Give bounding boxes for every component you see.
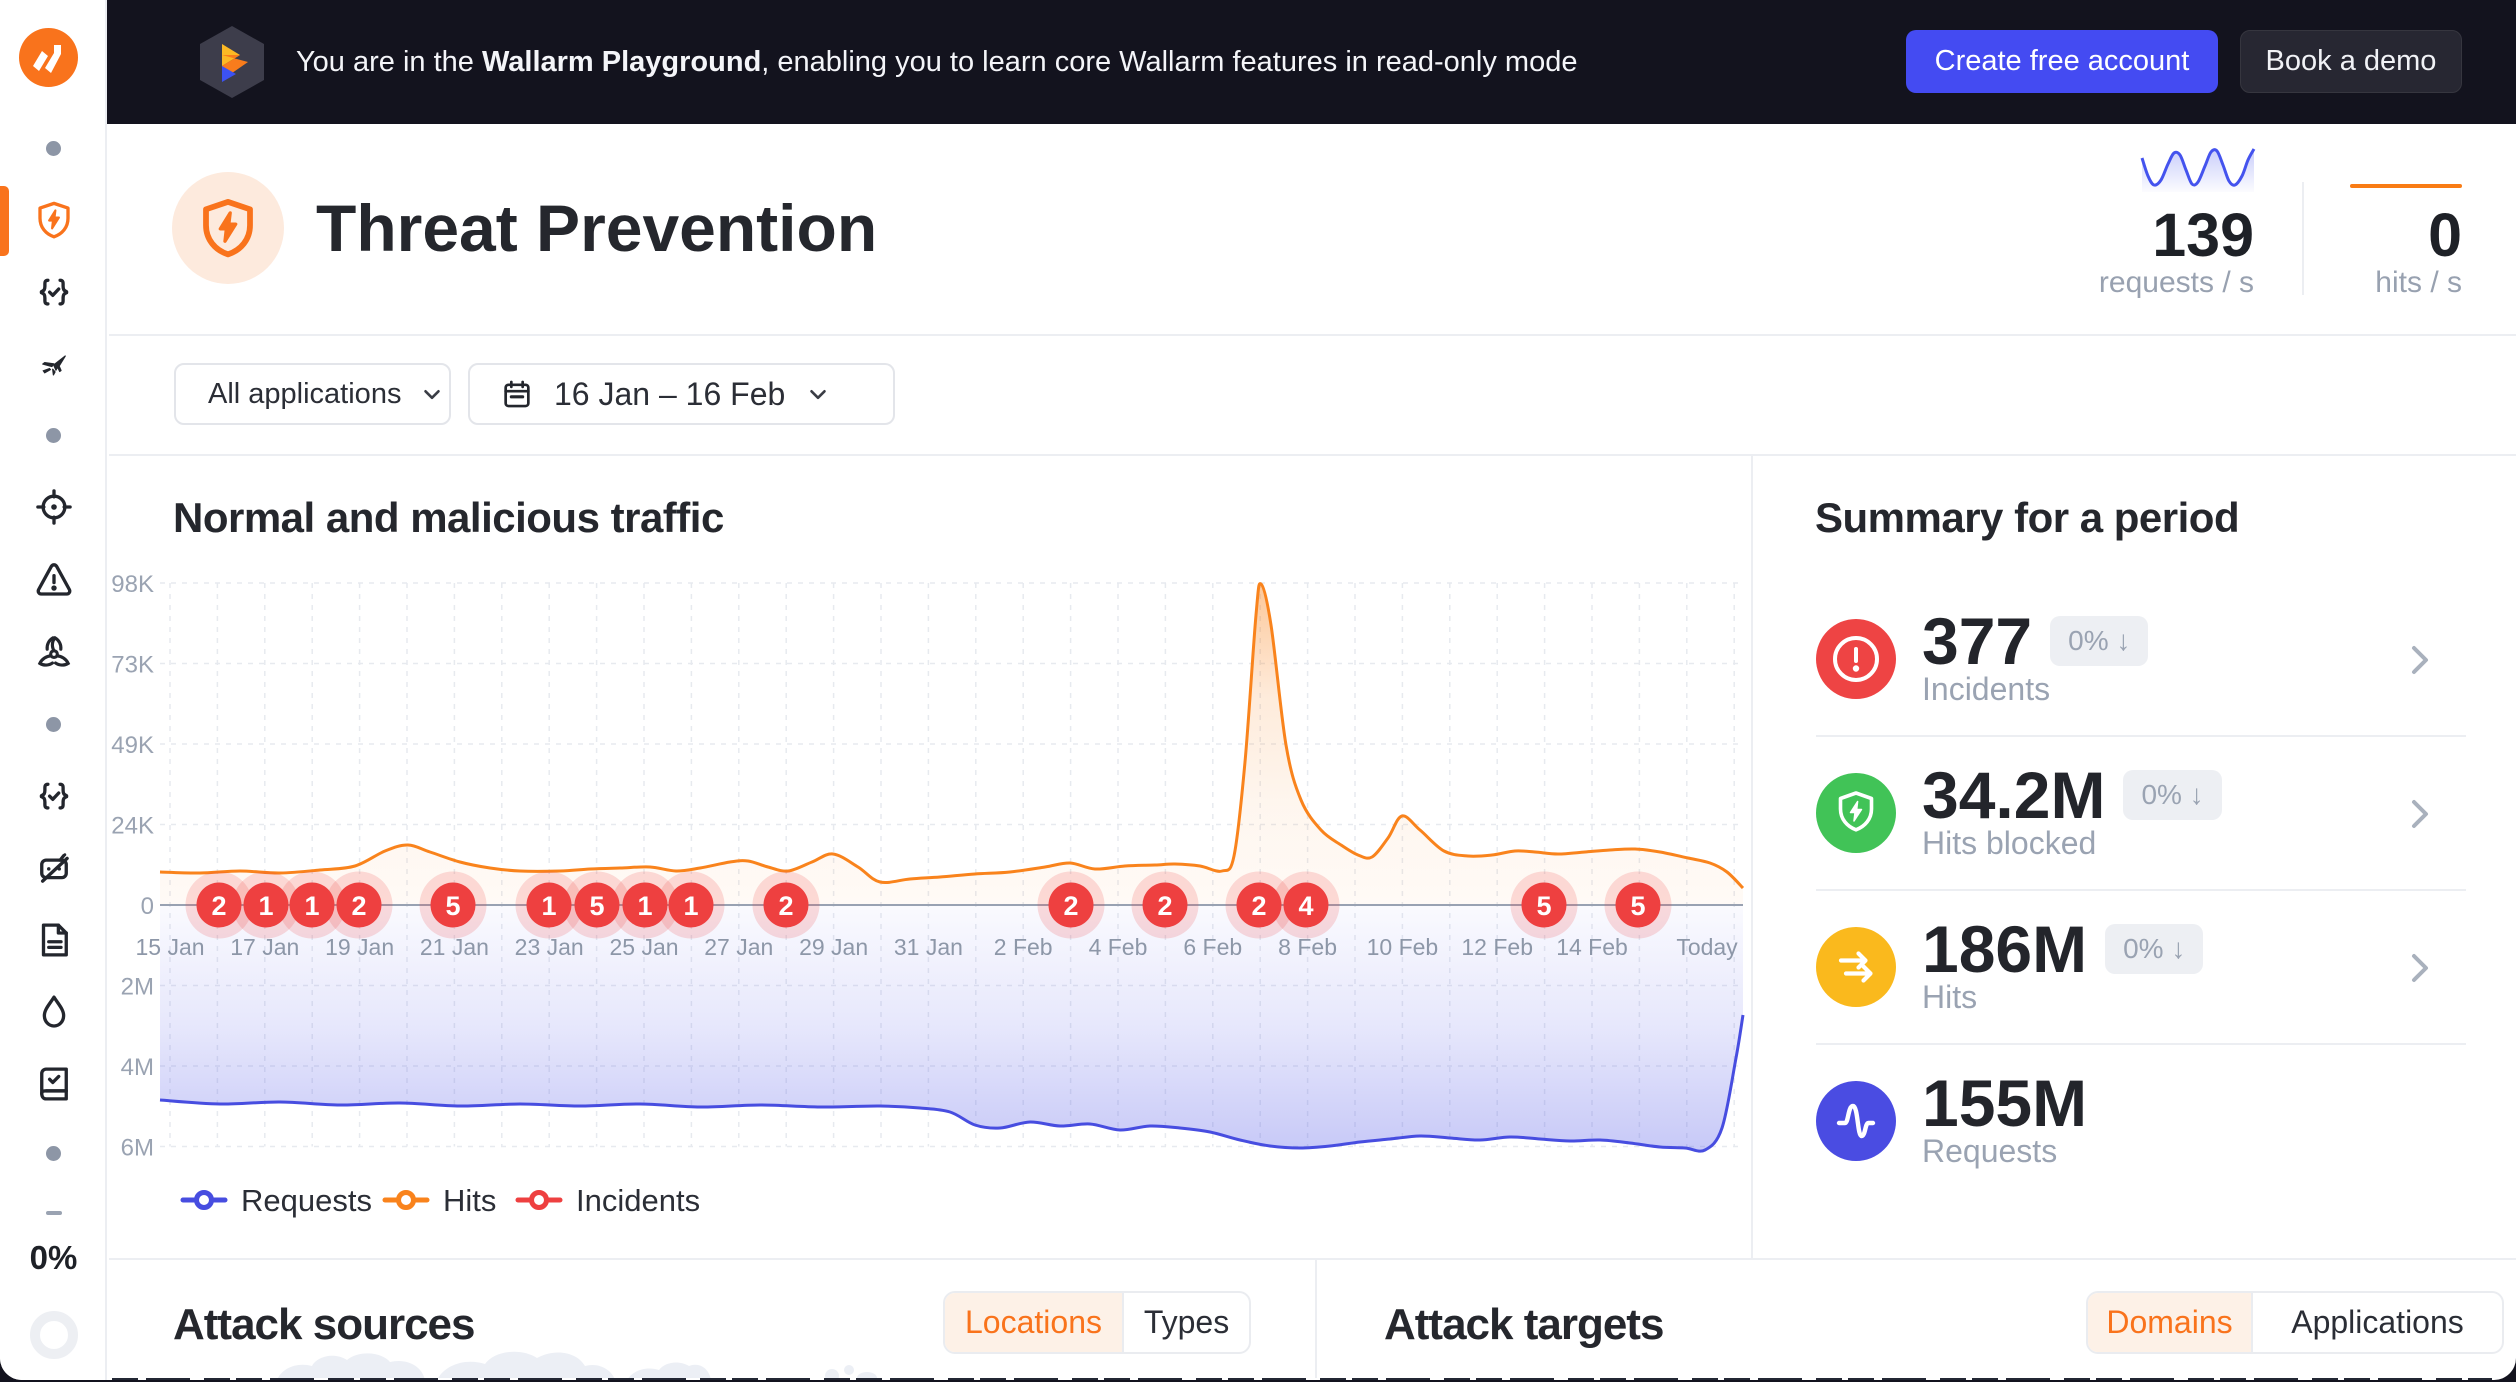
- svg-text:1: 1: [304, 891, 319, 921]
- svg-text:6 Feb: 6 Feb: [1183, 934, 1242, 960]
- svg-text:2M: 2M: [121, 974, 154, 1001]
- svg-text:8 Feb: 8 Feb: [1278, 934, 1337, 960]
- svg-text:1: 1: [683, 891, 698, 921]
- svg-text:15 Jan: 15 Jan: [135, 934, 204, 960]
- svg-text:5: 5: [589, 891, 604, 921]
- svg-text:23 Jan: 23 Jan: [515, 934, 584, 960]
- svg-text:27 Jan: 27 Jan: [704, 934, 773, 960]
- svg-text:6M: 6M: [121, 1135, 154, 1162]
- svg-text:Requests: Requests: [241, 1183, 372, 1218]
- svg-text:4: 4: [1298, 891, 1313, 921]
- svg-text:0: 0: [141, 893, 154, 920]
- svg-text:2: 2: [211, 891, 226, 921]
- svg-text:Hits: Hits: [443, 1183, 496, 1218]
- svg-text:31 Jan: 31 Jan: [894, 934, 963, 960]
- svg-text:29 Jan: 29 Jan: [799, 934, 868, 960]
- svg-text:17 Jan: 17 Jan: [230, 934, 299, 960]
- svg-text:2: 2: [1251, 891, 1266, 921]
- svg-text:25 Jan: 25 Jan: [609, 934, 678, 960]
- svg-text:Today: Today: [1676, 934, 1738, 960]
- svg-text:10 Feb: 10 Feb: [1367, 934, 1439, 960]
- svg-text:2: 2: [778, 891, 793, 921]
- svg-text:2: 2: [351, 891, 366, 921]
- svg-text:14 Feb: 14 Feb: [1556, 934, 1628, 960]
- svg-text:19 Jan: 19 Jan: [325, 934, 394, 960]
- svg-text:2: 2: [1157, 891, 1172, 921]
- svg-text:5: 5: [1630, 891, 1645, 921]
- svg-text:73K: 73K: [111, 652, 154, 679]
- svg-text:21 Jan: 21 Jan: [420, 934, 489, 960]
- svg-text:5: 5: [445, 891, 460, 921]
- svg-text:49K: 49K: [111, 732, 154, 759]
- svg-text:24K: 24K: [111, 813, 154, 840]
- svg-text:Incidents: Incidents: [576, 1183, 700, 1218]
- svg-text:98K: 98K: [111, 571, 154, 598]
- svg-text:1: 1: [637, 891, 652, 921]
- svg-text:1: 1: [258, 891, 273, 921]
- svg-text:2 Feb: 2 Feb: [994, 934, 1053, 960]
- svg-text:1: 1: [541, 891, 556, 921]
- svg-text:2: 2: [1063, 891, 1078, 921]
- svg-text:5: 5: [1536, 891, 1551, 921]
- svg-text:4 Feb: 4 Feb: [1089, 934, 1148, 960]
- svg-text:4M: 4M: [121, 1054, 154, 1081]
- svg-text:12 Feb: 12 Feb: [1461, 934, 1533, 960]
